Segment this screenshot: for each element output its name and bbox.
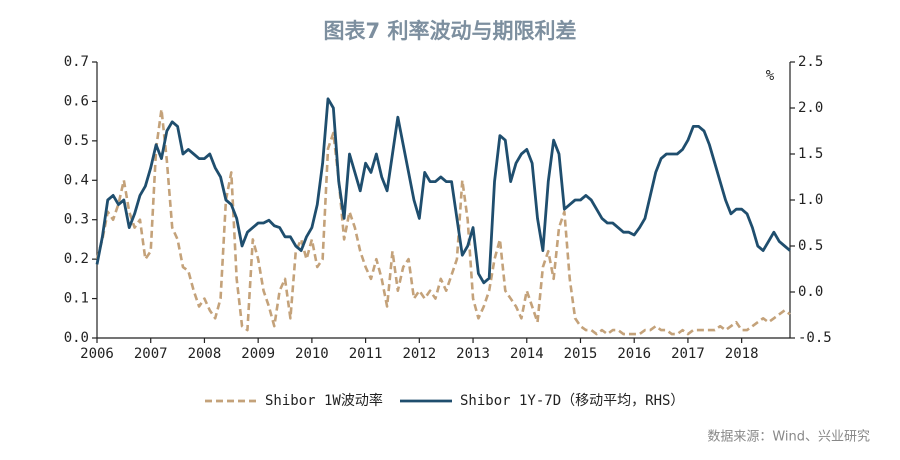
y-tick-label: 0.1: [64, 291, 89, 307]
y-tick-label: 0.6: [64, 93, 89, 109]
y2-tick-label: 2.0: [798, 100, 823, 116]
y-tick-label: 0.0: [64, 330, 89, 346]
x-tick-label: 2008: [188, 346, 222, 362]
y2-tick-label: 1.5: [798, 146, 823, 162]
y2-tick-label: 1.0: [798, 192, 823, 208]
legend-label: Shibor 1W波动率: [265, 392, 383, 409]
x-tick-label: 2017: [671, 346, 705, 362]
x-tick-label: 2018: [725, 346, 759, 362]
x-tick-label: 2007: [134, 346, 168, 362]
y2-tick-label: 0.5: [798, 238, 823, 254]
x-tick-label: 2006: [80, 346, 114, 362]
x-tick-label: 2012: [402, 346, 436, 362]
y-tick-label: 0.5: [64, 133, 89, 149]
legend-label: Shibor 1Y-7D（移动平均，RHS）: [460, 393, 684, 409]
y-tick-label: 0.7: [64, 54, 89, 70]
source-note: 数据来源：Wind、兴业研究: [707, 430, 870, 445]
y-tick-label: 0.2: [64, 251, 89, 267]
y-tick-label: 0.4: [64, 172, 89, 188]
y2-tick-label: 0.0: [798, 284, 823, 300]
series-line: [95, 108, 791, 336]
y2-axis-label: %: [766, 68, 775, 84]
y-tick-label: 0.3: [64, 212, 89, 228]
x-tick-label: 2016: [617, 346, 651, 362]
x-tick-label: 2011: [349, 346, 383, 362]
x-tick-label: 2015: [564, 346, 598, 362]
chart-title: 图表7 利率波动与期限利差: [324, 19, 577, 43]
y2-tick-label: -0.5: [798, 330, 832, 346]
x-tick-label: 2009: [241, 346, 275, 362]
x-tick-label: 2014: [510, 346, 544, 362]
series-line: [95, 97, 791, 285]
x-tick-label: 2013: [456, 346, 490, 362]
y2-tick-label: 2.5: [798, 54, 823, 70]
x-tick-label: 2010: [295, 346, 329, 362]
